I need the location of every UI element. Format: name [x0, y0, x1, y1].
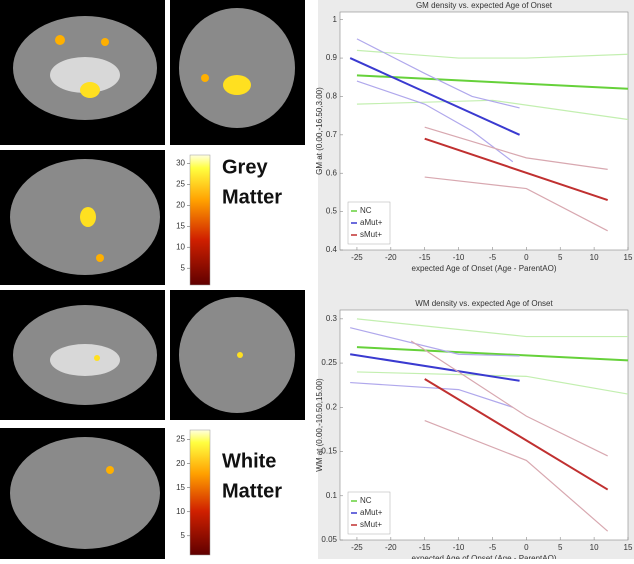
- x-tick-label: 15: [624, 543, 633, 552]
- y-tick-label: 0.25: [321, 358, 337, 367]
- legend-label: sMut+: [360, 230, 382, 239]
- legend-label: aMut+: [360, 218, 383, 227]
- chart-title: GM density vs. expected Age of Onset: [416, 1, 553, 10]
- x-tick-label: 15: [624, 253, 633, 262]
- brain-images: [0, 0, 305, 559]
- colorbar-tick-label: 10: [176, 507, 185, 516]
- x-tick-label: -5: [489, 543, 497, 552]
- y-tick-label: 0.1: [326, 491, 338, 500]
- y-tick-label: 0.2: [326, 402, 338, 411]
- chart-title: WM density vs. expected Age of Onset: [415, 299, 553, 308]
- colorbar: [190, 430, 210, 555]
- colorbar-tick-label: 20: [176, 200, 185, 209]
- panel-label: Grey: [222, 156, 268, 178]
- x-tick-label: -25: [351, 543, 363, 552]
- y-tick-label: 0.4: [326, 245, 338, 254]
- x-tick-label: 0: [524, 253, 529, 262]
- x-tick-label: -15: [419, 543, 431, 552]
- colorbar-tick-label: 20: [176, 459, 185, 468]
- legend-label: aMut+: [360, 508, 383, 517]
- x-tick-label: 10: [590, 543, 599, 552]
- x-tick-label: -20: [385, 543, 397, 552]
- colorbar-tick-label: 10: [176, 242, 185, 251]
- colorbar-tick-label: 30: [176, 158, 185, 167]
- y-tick-label: 0.8: [326, 92, 338, 101]
- x-tick-label: 5: [558, 543, 563, 552]
- y-axis-label: WM at (0.00,-10.50,15.00): [315, 378, 324, 472]
- y-tick-label: 0.3: [326, 314, 338, 323]
- panel-label: Matter: [222, 480, 282, 502]
- y-tick-label: 1: [333, 15, 338, 24]
- colorbar-tick-label: 15: [176, 483, 185, 492]
- colorbar-tick-label: 15: [176, 221, 185, 230]
- panel-label: White: [222, 450, 276, 472]
- colorbar-tick-label: 5: [181, 263, 186, 272]
- y-tick-label: 0.5: [326, 207, 338, 216]
- x-tick-label: -10: [453, 543, 465, 552]
- figure: 51015202530GreyMatter510152025WhiteMatte…: [0, 0, 634, 559]
- y-axis-label: GM at (0.00,-16.50,3.00): [315, 87, 324, 175]
- colorbar-tick-label: 25: [176, 435, 185, 444]
- legend-label: NC: [360, 496, 372, 505]
- x-axis-label: expected Age of Onset (Age - ParentAO): [412, 554, 557, 559]
- x-tick-label: -5: [489, 253, 497, 262]
- x-tick-label: -15: [419, 253, 431, 262]
- x-axis-label: expected Age of Onset (Age - ParentAO): [412, 264, 557, 273]
- x-tick-label: 0: [524, 543, 529, 552]
- x-tick-label: -10: [453, 253, 465, 262]
- panel-label: Matter: [222, 186, 282, 208]
- colorbar-tick-label: 25: [176, 179, 185, 188]
- colorbar-tick-label: 5: [181, 531, 186, 540]
- y-tick-label: 0.7: [326, 130, 338, 139]
- colorbar: [190, 155, 210, 285]
- y-tick-label: 0.05: [321, 535, 337, 544]
- y-tick-label: 0.6: [326, 168, 338, 177]
- x-tick-label: -20: [385, 253, 397, 262]
- x-tick-label: 5: [558, 253, 563, 262]
- y-tick-label: 0.9: [326, 53, 338, 62]
- legend-label: sMut+: [360, 520, 382, 529]
- x-tick-label: -25: [351, 253, 363, 262]
- legend-label: NC: [360, 206, 372, 215]
- x-tick-label: 10: [590, 253, 599, 262]
